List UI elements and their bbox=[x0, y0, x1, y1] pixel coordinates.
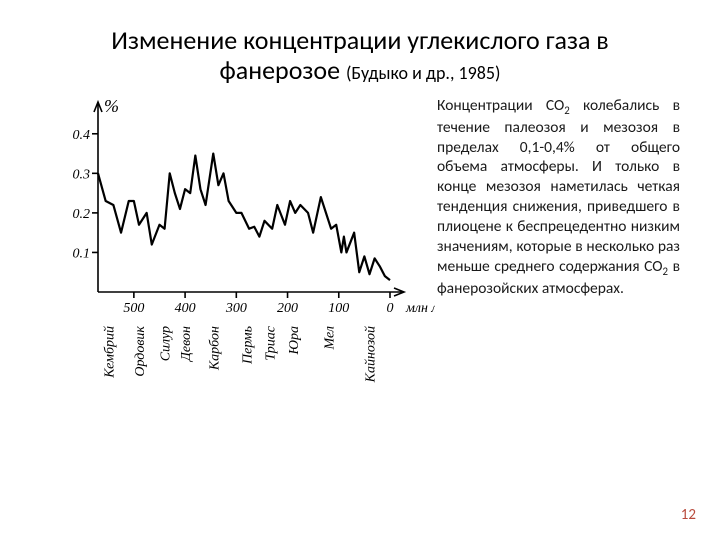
svg-text:400: 400 bbox=[175, 301, 196, 316]
slide: Изменение концентрации углекислого газа … bbox=[0, 0, 720, 540]
svg-text:0.2: 0.2 bbox=[73, 207, 91, 222]
chart-container: 0.1 0.2 0.3 0.4% 500 400 300 200 100 0 млн лет Кемб… bbox=[40, 92, 435, 422]
svg-text:0.3: 0.3 bbox=[73, 167, 91, 182]
svg-text:100: 100 bbox=[328, 301, 349, 316]
page-number: 12 bbox=[681, 506, 696, 524]
svg-text:500: 500 bbox=[123, 301, 144, 316]
svg-text:%: % bbox=[104, 96, 119, 116]
svg-text:0.4: 0.4 bbox=[73, 128, 91, 143]
title-sub: (Будыко и др., 1985) bbox=[346, 62, 501, 84]
svg-text:млн лет: млн лет bbox=[405, 301, 435, 316]
svg-text:Карбон: Карбон bbox=[207, 326, 222, 371]
svg-text:Мел: Мел bbox=[323, 326, 338, 350]
svg-text:200: 200 bbox=[277, 301, 298, 316]
svg-text:Ордовик: Ордовик bbox=[133, 325, 148, 376]
svg-text:Пермь: Пермь bbox=[241, 326, 256, 365]
svg-text:0: 0 bbox=[387, 301, 394, 316]
svg-text:Девон: Девон bbox=[179, 326, 194, 363]
svg-text:300: 300 bbox=[225, 301, 247, 316]
para-seg-1: Концентрации CO bbox=[437, 96, 564, 115]
co2-line-chart: 0.1 0.2 0.3 0.4% 500 400 300 200 100 0 млн лет Кемб… bbox=[40, 92, 435, 422]
content-row: 0.1 0.2 0.3 0.4% 500 400 300 200 100 0 млн лет Кемб… bbox=[40, 92, 680, 422]
para-seg-2: колебались в течение палеозоя и мезозоя … bbox=[437, 96, 680, 276]
description-paragraph: Концентрации CO2 колебались в течение па… bbox=[435, 92, 680, 299]
svg-text:Силур: Силур bbox=[159, 326, 174, 361]
slide-title: Изменение концентрации углекислого газа … bbox=[110, 26, 610, 86]
svg-text:Кайнозой: Кайнозой bbox=[364, 326, 379, 383]
svg-text:Кембрий: Кембрий bbox=[102, 326, 117, 379]
svg-text:0.1: 0.1 bbox=[73, 246, 91, 261]
svg-text:Триас: Триас bbox=[264, 325, 279, 360]
svg-text:Юра: Юра bbox=[287, 326, 302, 355]
